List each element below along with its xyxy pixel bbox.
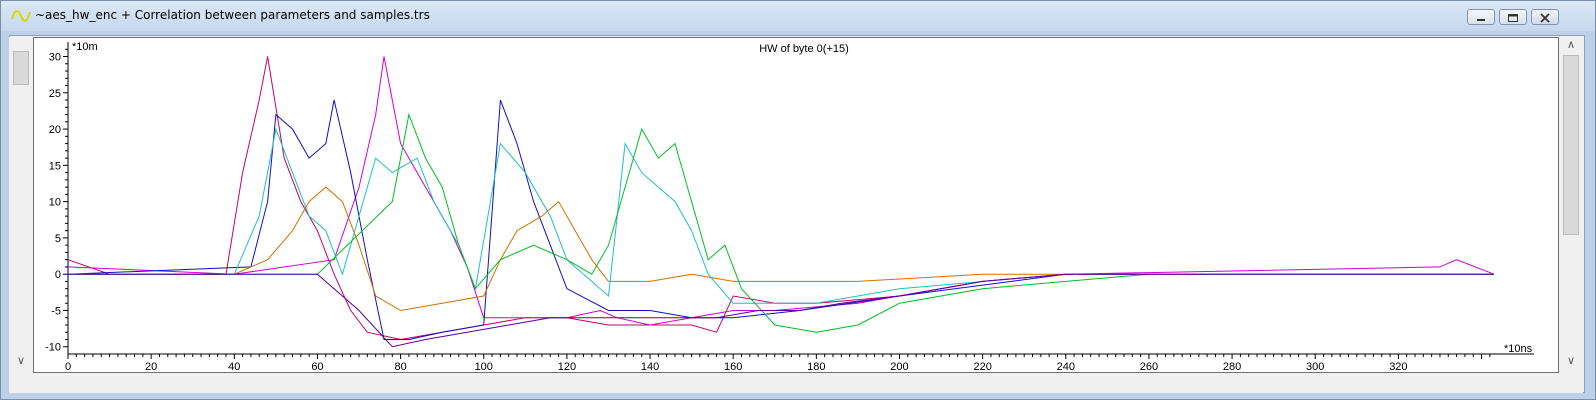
series-line-7: [68, 273, 1494, 348]
x-tick-label: 40: [228, 361, 240, 372]
window-title: ~aes_hw_enc + Correlation between parame…: [35, 8, 430, 22]
x-tick-label: 120: [558, 361, 576, 372]
left-scroll-thumb[interactable]: [13, 51, 29, 85]
right-scroll-up-arrow-icon[interactable]: ∧: [1566, 38, 1576, 51]
correlation-chart: 0 20 40 60 80 100 120 140 160 180 200 220 240 260 280 3…: [45, 41, 1534, 373]
series-line-5: [68, 186, 1494, 312]
maximize-button[interactable]: [1499, 9, 1527, 25]
x-tick-label: 160: [724, 361, 742, 372]
x-tick-label: 140: [641, 361, 659, 372]
x-tick-label: 20: [145, 361, 157, 372]
horizontal-scrollbar[interactable]: [9, 373, 1583, 393]
series-line-2: [67, 56, 1495, 326]
right-scroll-down-arrow-icon[interactable]: ∨: [1566, 354, 1576, 367]
left-scroll-down-arrow-icon[interactable]: ∨: [16, 354, 26, 367]
close-button[interactable]: [1531, 9, 1559, 25]
series-line-1: [67, 56, 1494, 341]
x-axis-label: *10ns: [1504, 343, 1533, 355]
series-line-6: [68, 112, 1494, 333]
y-tick-label: 20: [49, 124, 61, 136]
y-tick-label: 15: [49, 160, 61, 172]
x-tick-label: 180: [807, 361, 825, 372]
x-tick-label: 240: [1057, 361, 1075, 372]
x-tick-label: 220: [973, 361, 991, 372]
right-vertical-scrollbar[interactable]: ∧ ∨: [1559, 37, 1583, 373]
x-tick-label: 320: [1389, 361, 1407, 372]
x-tick-label: 300: [1306, 361, 1324, 372]
y-tick-label: 25: [49, 88, 61, 100]
y-tick-label: 0: [55, 269, 61, 281]
minimize-button[interactable]: [1467, 9, 1495, 25]
x-tick-label: 100: [475, 361, 493, 372]
x-tick-label: 0: [65, 361, 71, 372]
x-tick-label: 260: [1140, 361, 1158, 372]
x-tick-label: 80: [394, 361, 406, 372]
y-tick-label: 5: [55, 233, 61, 245]
x-tick-label: 200: [890, 361, 908, 372]
chart-title: HW of byte 0(+15): [759, 43, 849, 55]
y-tick-label: 30: [49, 52, 61, 64]
waveform-icon: [11, 10, 31, 22]
y-axis-label: *10m: [72, 41, 98, 53]
y-tick-label: 10: [49, 197, 61, 209]
maximize-icon: [1508, 14, 1518, 22]
x-tick-label: 280: [1223, 361, 1241, 372]
left-vertical-scrollbar[interactable]: ∨: [9, 37, 33, 373]
plot-area[interactable]: 0 20 40 60 80 100 120 140 160 180 200 220 240 260 280 3…: [33, 37, 1559, 373]
series-line-4: [68, 127, 1494, 304]
x-tick-label: 60: [311, 361, 323, 372]
close-icon: [1540, 13, 1550, 23]
y-tick-label: -10: [45, 342, 61, 354]
title-bar[interactable]: ~aes_hw_enc + Correlation between parame…: [1, 1, 1595, 31]
right-scroll-thumb[interactable]: [1563, 55, 1579, 235]
y-tick-label: -5: [51, 305, 61, 317]
minimize-icon: [1477, 19, 1485, 21]
